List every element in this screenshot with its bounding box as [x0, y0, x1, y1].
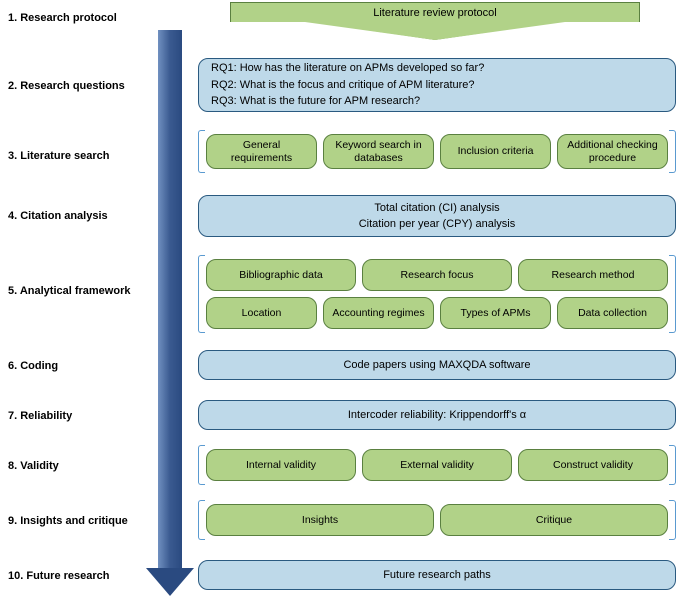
framework-pill-r1-1: Research focus	[362, 259, 512, 291]
insights-pill-1: Critique	[440, 504, 668, 536]
step-label-9: 9. Insights and critique	[8, 515, 128, 527]
framework-pill-r2-2: Types of APMs	[440, 297, 551, 329]
validity-pill-0: Internal validity	[206, 449, 356, 481]
validity-row: Internal validityExternal validityConstr…	[198, 445, 676, 485]
future-panel: Future research paths	[198, 560, 676, 590]
citation-panel: Total citation (CI) analysis Citation pe…	[198, 195, 676, 237]
lit-search-pill-1: Keyword search in databases	[323, 134, 434, 169]
lit-search-pill-2: Inclusion criteria	[440, 134, 551, 169]
rq-panel-row: RQ1: How has the literature on APMs deve…	[198, 58, 676, 112]
future-text: Future research paths	[383, 567, 491, 584]
protocol-chevron: Literature review protocol	[230, 2, 640, 40]
step-label-8: 8. Validity	[8, 460, 59, 472]
framework-group: Bibliographic dataResearch focusResearch…	[198, 255, 676, 333]
lit-search-row: General requirementsKeyword search in da…	[198, 130, 676, 173]
citation-line1: Total citation (CI) analysis	[374, 200, 499, 217]
protocol-label: Literature review protocol	[230, 2, 640, 22]
flow-arrow-shaft	[158, 30, 182, 570]
citation-row: Total citation (CI) analysis Citation pe…	[198, 195, 676, 237]
framework-pill-r1-0: Bibliographic data	[206, 259, 356, 291]
validity-pill-2: Construct validity	[518, 449, 668, 481]
step-label-5: 5. Analytical framework	[8, 285, 130, 297]
step-label-6: 6. Coding	[8, 360, 58, 372]
insights-row: InsightsCritique	[198, 500, 676, 540]
flow-arrow-head	[146, 568, 194, 596]
future-row: Future research paths	[198, 560, 676, 590]
framework-pill-r2-3: Data collection	[557, 297, 668, 329]
lit-search-pill-0: General requirements	[206, 134, 317, 169]
lit-search-group: General requirementsKeyword search in da…	[198, 130, 676, 173]
reliability-row: Intercoder reliability: Krippendorff's α	[198, 400, 676, 430]
coding-row: Code papers using MAXQDA software	[198, 350, 676, 380]
coding-panel: Code papers using MAXQDA software	[198, 350, 676, 380]
rq3: RQ3: What is the future for APM research…	[211, 93, 663, 110]
framework-pill-r2-0: Location	[206, 297, 317, 329]
step-label-4: 4. Citation analysis	[8, 210, 108, 222]
step-label-2: 2. Research questions	[8, 80, 125, 92]
rq2: RQ2: What is the focus and critique of A…	[211, 77, 663, 94]
step-label-7: 7. Reliability	[8, 410, 72, 422]
reliability-text: Intercoder reliability: Krippendorff's α	[348, 407, 526, 424]
rq-panel: RQ1: How has the literature on APMs deve…	[198, 58, 676, 112]
flowchart-container: 1. Research protocol 2. Research question…	[0, 0, 685, 599]
validity-group: Internal validityExternal validityConstr…	[198, 445, 676, 485]
framework-row: Bibliographic dataResearch focusResearch…	[198, 255, 676, 333]
framework-pill-r2-1: Accounting regimes	[323, 297, 434, 329]
framework-pill-r1-2: Research method	[518, 259, 668, 291]
coding-text: Code papers using MAXQDA software	[343, 357, 530, 374]
protocol-point	[305, 22, 565, 40]
step-label-10: 10. Future research	[8, 570, 110, 582]
rq1: RQ1: How has the literature on APMs deve…	[211, 60, 663, 77]
validity-pill-1: External validity	[362, 449, 512, 481]
insights-pill-0: Insights	[206, 504, 434, 536]
reliability-panel: Intercoder reliability: Krippendorff's α	[198, 400, 676, 430]
citation-line2: Citation per year (CPY) analysis	[359, 216, 516, 233]
lit-search-pill-3: Additional checking procedure	[557, 134, 668, 169]
step-label-3: 3. Literature search	[8, 150, 110, 162]
insights-group: InsightsCritique	[198, 500, 676, 540]
step-label-1: 1. Research protocol	[8, 12, 117, 24]
